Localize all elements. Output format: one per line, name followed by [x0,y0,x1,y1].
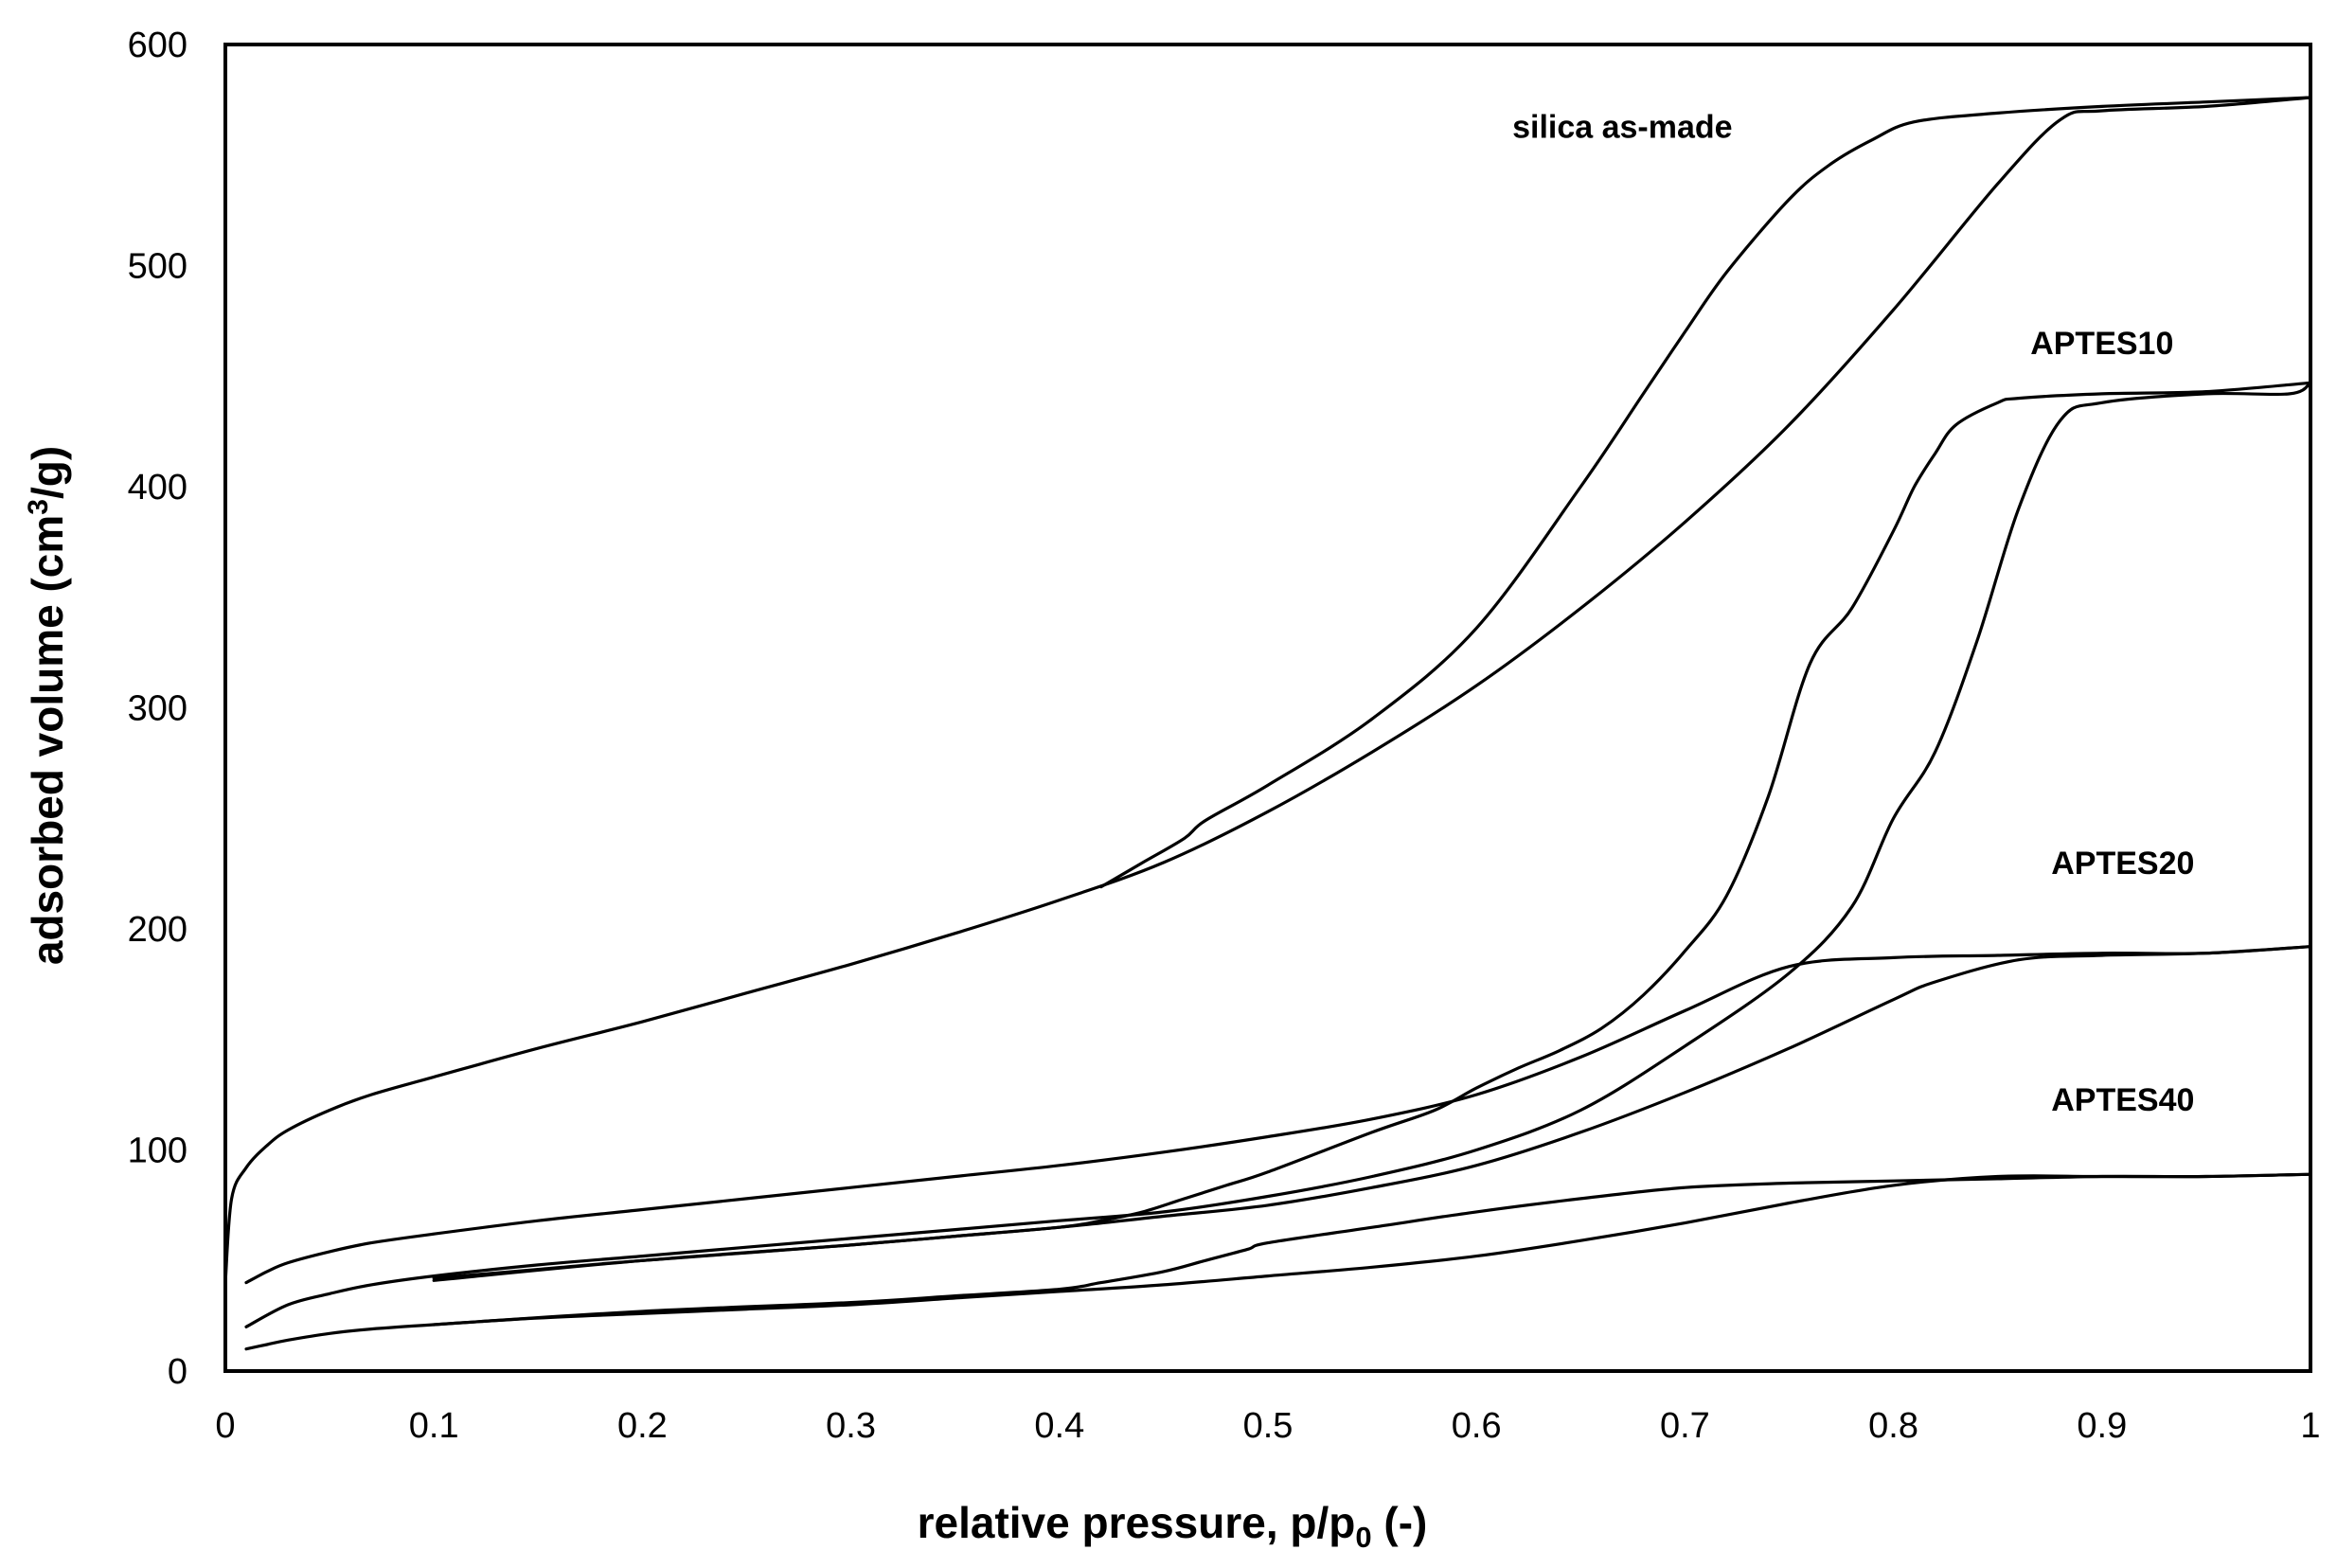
isotherm-curves [223,96,2312,1351]
series-line-aptes10-desorption [432,381,2312,1280]
x-tick-label: 0 [215,1406,235,1446]
series-line-aptes40-desorption [432,1172,2312,1327]
series-label: APTES10 [2030,326,2173,362]
x-tick-label: 0.9 [2077,1406,2127,1446]
plot-frame [223,43,2312,1373]
x-tick-label: 0.8 [1868,1406,1918,1446]
series-label: silica as-made [1512,109,1732,145]
series-line-silica-as-made-desorption [1099,96,2312,889]
x-tick-label: 0.3 [826,1406,876,1446]
series-label: APTES40 [2051,1082,2194,1118]
x-tick-label: 0.1 [409,1406,459,1446]
x-tick-label: 0.4 [1034,1406,1084,1446]
plot-area [223,43,2312,1373]
series-annotations: silica as-made APTES10 APTES20 APTES40 [1512,109,2194,1117]
series-line-aptes10-adsorption [244,381,2312,1328]
series-line-aptes20-desorption [432,945,2312,1282]
x-axis-title: relative pressure, p/p0 (-) [918,1498,1428,1554]
series-label: APTES20 [2051,846,2194,882]
y-axis-tick-labels: 0 100 200 300 400 500 600 [128,26,187,1392]
x-tick-label: 0.5 [1243,1406,1293,1446]
series-line-silica-as-made-adsorption [223,96,2312,1285]
y-tick-label: 100 [128,1131,187,1171]
x-tick-label: 1 [2300,1406,2320,1446]
x-tick-label: 0.6 [1452,1406,1502,1446]
x-axis-tick-labels: 0 0.1 0.2 0.3 0.4 0.5 0.6 0.7 0.8 0.9 1 [215,1406,2320,1446]
y-tick-label: 0 [168,1352,187,1392]
x-tick-label: 0.2 [617,1406,668,1446]
y-axis-title: adsorbed volume (cm3/g) [23,446,72,965]
y-tick-label: 200 [128,910,187,950]
y-tick-label: 400 [128,468,187,508]
series-line-aptes40-adsorption [244,1172,2312,1351]
x-tick-label: 0.7 [1660,1406,1710,1446]
y-tick-label: 600 [128,26,187,65]
y-tick-label: 500 [128,247,187,287]
y-tick-label: 300 [128,689,187,729]
series-line-aptes20-adsorption [244,945,2312,1285]
